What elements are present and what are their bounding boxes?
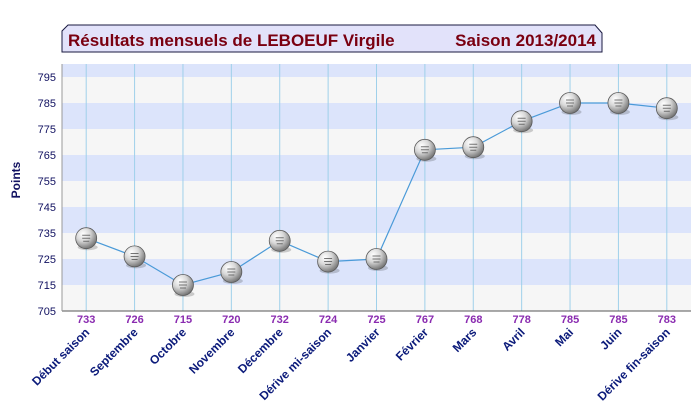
data-point[interactable] [172, 274, 195, 298]
y-tick-label: 775 [38, 124, 56, 136]
y-tick-label: 765 [38, 150, 56, 162]
x-tick-label: Juin [597, 325, 624, 352]
data-label: 725 [367, 314, 385, 326]
data-label: 785 [561, 314, 579, 326]
x-tick-label: Avril [499, 325, 527, 353]
chart-title: Résultats mensuels de LEBOEUF Virgile [68, 31, 395, 50]
data-point[interactable] [123, 245, 147, 269]
data-point[interactable] [317, 250, 340, 274]
data-point[interactable] [607, 92, 630, 116]
data-label: 720 [222, 314, 240, 326]
data-label: 783 [658, 314, 676, 326]
data-point[interactable] [462, 136, 485, 160]
x-tick-label: Février [393, 325, 431, 363]
y-tick-labels: 705 715 725 735 745 755 765 775 785 795 [38, 72, 56, 318]
data-label: 715 [174, 314, 192, 326]
data-points [75, 92, 679, 298]
data-label: 768 [464, 314, 482, 326]
data-label: 733 [77, 314, 95, 326]
y-tick-label: 745 [38, 202, 56, 214]
chart-subtitle: Saison 2013/2014 [455, 31, 596, 50]
data-label: 724 [319, 314, 338, 326]
x-tick-label: Mars [450, 325, 480, 355]
data-point[interactable] [75, 227, 98, 251]
data-point[interactable] [655, 97, 679, 121]
data-point[interactable] [559, 92, 582, 116]
y-tick-label: 795 [38, 72, 56, 84]
y-tick-label: 725 [38, 254, 56, 266]
y-tick-label: 755 [38, 176, 56, 188]
y-axis-label: Points [9, 161, 23, 198]
data-point[interactable] [510, 110, 534, 134]
data-point[interactable] [220, 261, 243, 285]
data-point[interactable] [413, 138, 437, 162]
data-point[interactable] [365, 248, 388, 272]
data-label: 732 [271, 314, 289, 326]
data-label: 778 [512, 314, 530, 326]
data-label: 785 [609, 314, 627, 326]
x-tick-label: Début saison [29, 325, 92, 388]
y-tick-label: 735 [38, 228, 56, 240]
x-tick-label: Janvier [343, 325, 383, 365]
x-tick-label: Mai [552, 325, 576, 349]
x-tick-label: Décembre [235, 325, 286, 376]
x-tick-label: Septembre [87, 325, 141, 379]
data-label: 726 [125, 314, 143, 326]
y-tick-label: 715 [38, 280, 56, 292]
data-labels: 733 726 715 720 732 724 725 767 768 778 785 785 783 [77, 314, 676, 326]
data-label: 767 [416, 314, 434, 326]
y-tick-label: 785 [38, 98, 56, 110]
x-tick-label: Octobre [147, 325, 190, 368]
x-tick-label: Novembre [186, 325, 238, 377]
chart-title-box: Résultats mensuels de LEBOEUF Virgile Sa… [61, 24, 603, 53]
y-tick-label: 705 [38, 306, 56, 318]
data-point[interactable] [268, 229, 292, 253]
